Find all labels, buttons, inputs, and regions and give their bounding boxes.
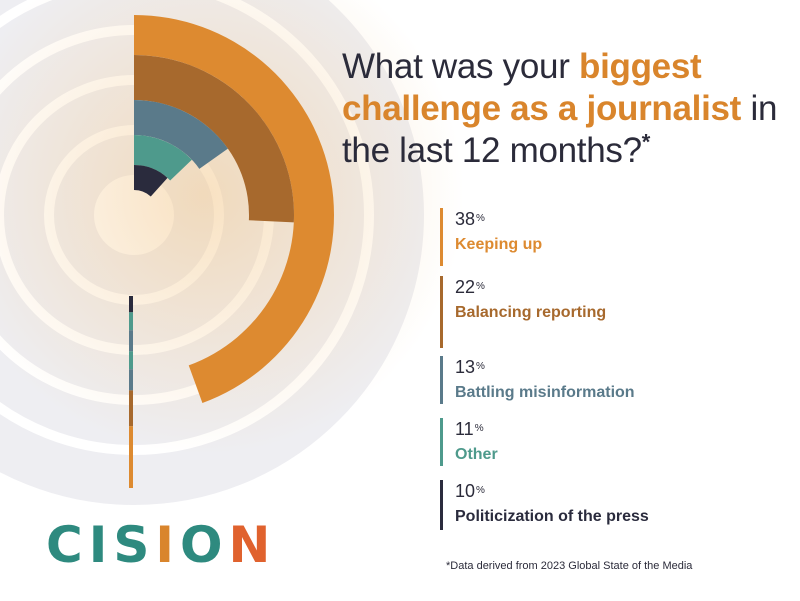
legend-color-bar xyxy=(440,418,443,466)
legend-color-bar xyxy=(440,356,443,404)
legend-label: Other xyxy=(455,446,498,463)
arc-other xyxy=(134,135,192,181)
legend-value-percent: % xyxy=(476,485,485,496)
chart-title: What was your biggest challenge as a jou… xyxy=(342,46,782,172)
chart-glow xyxy=(0,0,464,455)
legend-item: 10% Politicization of the press xyxy=(440,480,649,530)
legend-value: 11% xyxy=(455,418,498,440)
legend-label: Keeping up xyxy=(455,236,543,253)
title-asterisk: * xyxy=(641,129,651,155)
chart-arcs xyxy=(134,15,334,403)
legend-color-bar xyxy=(440,276,443,348)
vbar-segment xyxy=(129,312,133,331)
arc-politicization-of-the-press xyxy=(134,165,168,197)
vbar-segment xyxy=(129,369,133,391)
logo-letter: N xyxy=(228,516,277,574)
legend-value: 38% xyxy=(455,208,542,230)
vbar-segment xyxy=(129,390,133,427)
legend-item: 22% Balancing reporting xyxy=(440,276,607,348)
legend-value: 13% xyxy=(455,356,635,378)
legend-item: 13% Battling misinformation xyxy=(440,356,635,404)
legend-value: 10% xyxy=(455,480,649,502)
legend-label: Politicization of the press xyxy=(455,508,649,525)
legend-color-bar xyxy=(440,480,443,530)
legend-value-number: 11 xyxy=(455,419,474,439)
legend-item: 11% Other xyxy=(440,418,498,466)
logo-letter: I xyxy=(88,516,114,574)
arc-battling-misinformation xyxy=(134,100,228,169)
title-part-1: What was your xyxy=(342,47,579,86)
stacked-vertical-bar xyxy=(129,296,133,488)
legend-value-percent: % xyxy=(474,423,484,434)
legend-value-number: 22 xyxy=(455,277,476,297)
cision-logo: CISION xyxy=(46,515,276,575)
legend-label: Battling misinformation xyxy=(455,384,635,401)
footnote: *Data derived from 2023 Global State of … xyxy=(446,560,693,572)
legend-value-number: 13 xyxy=(455,357,476,377)
legend-value-number: 10 xyxy=(455,481,476,501)
title-highlight: biggest challenge as a journalist xyxy=(342,47,742,128)
legend-value-percent: % xyxy=(476,361,485,372)
arc-balancing-reporting xyxy=(134,55,294,223)
logo-letter: C xyxy=(46,516,89,574)
vbar-segment xyxy=(129,351,133,370)
legend-value-number: 38 xyxy=(455,209,476,229)
arc-keeping-up xyxy=(134,15,334,403)
title-part-2: in the last 12 months? xyxy=(342,89,778,170)
vbar-segment xyxy=(129,330,133,352)
logo-letter: I xyxy=(155,516,180,574)
legend-color-bar xyxy=(440,208,443,266)
legend-value-percent: % xyxy=(476,281,485,292)
glow xyxy=(0,0,464,455)
vbar-segment xyxy=(129,426,133,488)
vbar-segment xyxy=(129,296,133,313)
legend-label: Balancing reporting xyxy=(455,304,607,321)
legend-value: 22% xyxy=(455,276,606,298)
legend-value-percent: % xyxy=(476,213,485,224)
logo-letter: S xyxy=(113,516,156,574)
logo-letter: O xyxy=(179,516,229,574)
legend-item: 38% Keeping up xyxy=(440,208,543,266)
